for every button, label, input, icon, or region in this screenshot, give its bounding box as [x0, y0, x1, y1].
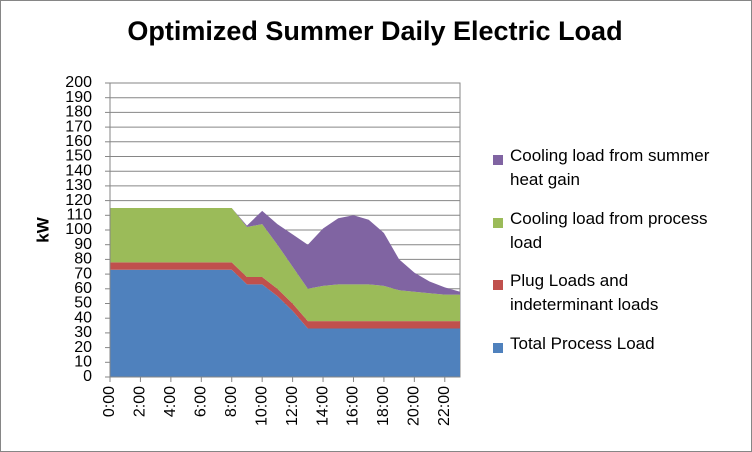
legend-label: Total Process Load	[510, 334, 655, 353]
y-tick-label: 100	[65, 221, 92, 238]
x-tick-label: 10:00	[253, 386, 270, 426]
legend-label: Cooling load from summer heat gain	[510, 146, 710, 189]
legend-label: Plug Loads and indeterminant loads	[510, 271, 659, 314]
y-tick-label: 50	[74, 295, 92, 312]
y-tick-label: 190	[65, 89, 92, 106]
x-tick-label: 12:00	[284, 386, 301, 426]
y-tick-label: 90	[74, 236, 92, 253]
y-tick-label: 110	[66, 207, 92, 224]
legend-swatch	[493, 218, 503, 228]
x-tick-label: 4:00	[162, 386, 179, 417]
y-tick-label: 180	[65, 104, 92, 121]
chart-title: Optimized Summer Daily Electric Load	[127, 16, 622, 46]
x-tick-label: 6:00	[193, 386, 210, 417]
y-tick-label: 160	[65, 133, 92, 150]
y-tick-label: 80	[74, 251, 92, 268]
x-tick-label: 22:00	[436, 386, 453, 426]
x-tick-label: 8:00	[223, 386, 240, 417]
legend-swatch	[493, 280, 503, 290]
y-tick-label: 150	[65, 148, 92, 165]
y-tick-label: 70	[74, 265, 92, 282]
legend-swatch	[493, 155, 503, 165]
y-axis-label: kW	[33, 216, 52, 242]
x-tick-label: 14:00	[314, 386, 331, 426]
legend-swatch	[493, 343, 503, 353]
y-tick-label: 130	[65, 177, 92, 194]
y-tick-label: 20	[74, 339, 92, 356]
y-tick-label: 10	[74, 354, 92, 371]
x-tick-label: 2:00	[132, 386, 149, 417]
x-tick-label: 16:00	[345, 386, 362, 426]
y-tick-label: 140	[65, 162, 92, 179]
x-tick-label: 18:00	[375, 386, 392, 426]
y-tick-label: 40	[74, 309, 92, 326]
y-tick-label: 60	[74, 280, 92, 297]
y-tick-label: 200	[65, 74, 92, 91]
y-tick-label: 0	[83, 368, 92, 385]
y-tick-label: 120	[65, 192, 92, 209]
area	[110, 262, 460, 329]
area	[110, 207, 460, 322]
x-tick-label: 0:00	[101, 386, 118, 417]
x-tick-label: 20:00	[406, 386, 423, 426]
legend-label: Cooling load from process load	[510, 209, 708, 252]
area	[110, 207, 460, 295]
y-tick-label: 170	[65, 118, 92, 135]
area	[110, 269, 460, 377]
y-tick-label: 30	[74, 324, 92, 341]
